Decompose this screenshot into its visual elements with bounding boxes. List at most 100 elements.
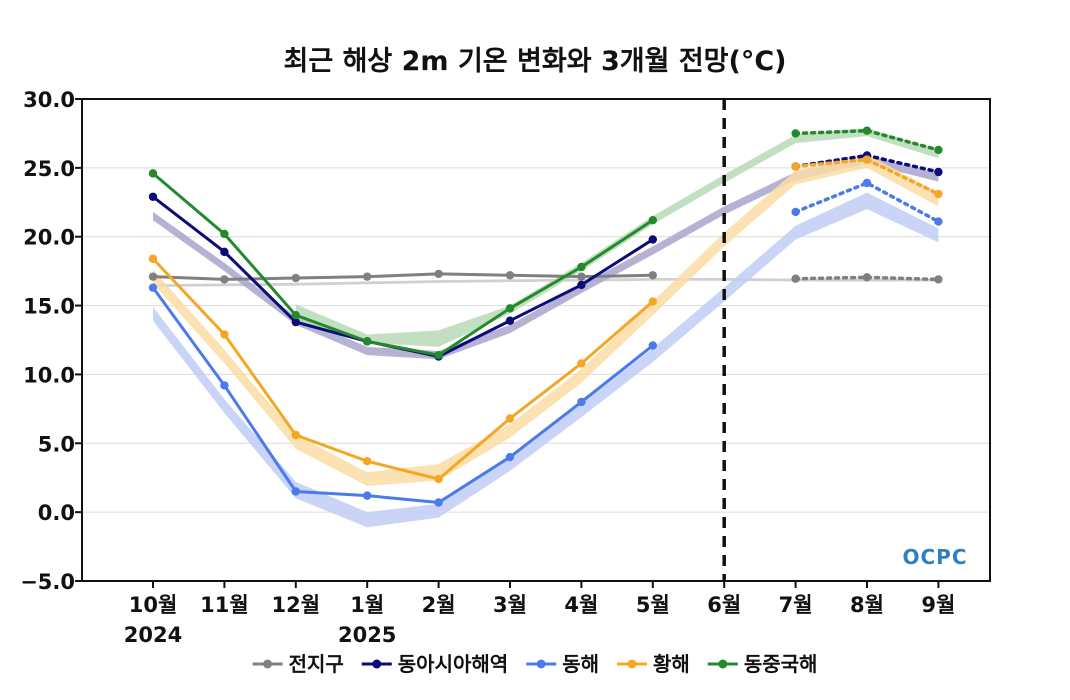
observed-line-동해	[151, 286, 654, 505]
point-동해	[148, 283, 158, 292]
point-동중국해	[577, 262, 586, 272]
chart-title: 최근 해상 2m 기온 변화와 3개월 전망(°C)	[283, 46, 786, 77]
point-동해	[505, 452, 515, 462]
point-동중국해	[648, 215, 657, 225]
forecast-point-전지구	[934, 275, 943, 284]
legend-label-황해: 황해	[653, 652, 690, 676]
forecast-point-황해	[791, 162, 800, 171]
grid-lines	[82, 167, 990, 513]
legend-marker-동해	[536, 659, 546, 669]
point-동중국해	[363, 337, 372, 346]
point-황해	[148, 254, 158, 263]
legend: 전지구 동아시아해역 동해 황해 동중국해	[252, 652, 818, 676]
y-tick-label: −5.0	[20, 570, 75, 594]
point-동중국해	[220, 229, 229, 239]
x-tick-label: 3월	[493, 593, 527, 617]
observed-line-황해	[151, 257, 654, 481]
x-tick-label: 6월	[707, 593, 741, 617]
legend-label-동해: 동해	[562, 652, 599, 676]
point-동아시아해역	[577, 280, 586, 290]
uncertainty-bands	[153, 127, 939, 528]
legend-label-전지구: 전지구	[289, 652, 344, 676]
legend-marker-황해	[627, 659, 637, 669]
x-year-label: 2025	[338, 623, 396, 647]
forecast-point-동해	[791, 207, 800, 217]
band-동아시아해역	[153, 155, 939, 360]
observed-line-동중국해	[152, 172, 654, 357]
legend-marker-동아시아해역	[372, 659, 382, 669]
point-동중국해	[505, 304, 515, 313]
point-황해	[363, 456, 372, 466]
point-전지구	[648, 271, 657, 280]
point-전지구	[434, 269, 443, 279]
point-동해	[363, 491, 372, 500]
point-동해	[648, 341, 657, 350]
forecast-point-전지구	[862, 273, 872, 282]
point-전지구	[148, 272, 158, 281]
x-tick-label: 4월	[564, 593, 598, 617]
point-동해	[577, 397, 586, 407]
y-tick-label: 5.0	[38, 432, 75, 456]
forecast-line-동해	[793, 181, 941, 224]
x-tick-label: 1월	[350, 593, 384, 617]
point-황해	[220, 330, 229, 339]
forecast-point-동중국해	[862, 126, 872, 135]
point-황해	[291, 430, 300, 440]
point-황해	[648, 297, 657, 306]
point-황해	[577, 359, 586, 368]
y-tick-label: 15.0	[23, 295, 75, 319]
point-동아시아해역	[148, 192, 158, 201]
point-동아시아해역	[291, 317, 300, 327]
x-tick-label: 5월	[636, 593, 670, 617]
x-tick-label: 11월	[200, 593, 249, 617]
forecast-point-전지구	[791, 274, 800, 283]
x-tick-label: 7월	[779, 593, 813, 617]
point-동아시아해역	[648, 235, 657, 244]
point-동중국해	[291, 311, 300, 320]
ocpc-logo-text: OCPC	[902, 545, 967, 569]
forecast-point-동중국해	[791, 129, 800, 138]
x-tick-label: 8월	[850, 593, 884, 617]
x-axis: 10월 11월 12월 1월 2월 3월 4월 5월 6월 7월 8월 9월 2024 2025	[124, 581, 955, 647]
forecast-point-동해	[934, 217, 943, 226]
y-tick-label: 25.0	[23, 157, 75, 181]
x-year-label: 2024	[124, 623, 182, 647]
point-동중국해	[148, 169, 158, 178]
series-points	[148, 126, 943, 507]
point-동아시아해역	[505, 316, 515, 325]
point-전지구	[505, 271, 515, 280]
ocpc-logo: OCPC	[902, 545, 967, 569]
point-전지구	[291, 273, 300, 283]
point-황해	[505, 414, 515, 423]
point-동해	[220, 381, 229, 390]
point-전지구	[220, 275, 229, 284]
x-tick-label: 10월	[129, 593, 178, 617]
band-동해	[153, 192, 939, 528]
forecast-point-동중국해	[934, 145, 943, 155]
forecast-point-동해	[862, 178, 872, 188]
legend-label-동중국해: 동중국해	[744, 652, 818, 676]
point-동아시아해역	[220, 247, 229, 257]
point-전지구	[577, 272, 586, 281]
point-황해	[434, 474, 443, 484]
series-lines	[151, 128, 941, 505]
x-tick-label: 12월	[272, 593, 321, 617]
legend-marker-동중국해	[718, 659, 728, 669]
point-전지구	[363, 272, 372, 281]
y-axis: 30.0 25.0 20.0 15.0 10.0 5.0 0.0 −5.0	[20, 88, 82, 594]
plot-frame	[81, 98, 991, 582]
forecast-point-동아시아해역	[934, 167, 943, 177]
forecast-point-황해	[934, 189, 943, 199]
legend-label-동아시아해역: 동아시아해역	[398, 652, 508, 676]
x-tick-label: 9월	[921, 593, 955, 617]
y-tick-label: 0.0	[38, 501, 75, 525]
y-tick-label: 10.0	[23, 363, 75, 387]
y-tick-label: 30.0	[23, 88, 75, 112]
point-동해	[434, 498, 443, 507]
y-tick-label: 20.0	[23, 226, 75, 250]
legend-marker-전지구	[263, 659, 273, 669]
point-동해	[291, 487, 300, 496]
point-동중국해	[434, 350, 443, 360]
forecast-point-황해	[862, 155, 872, 164]
